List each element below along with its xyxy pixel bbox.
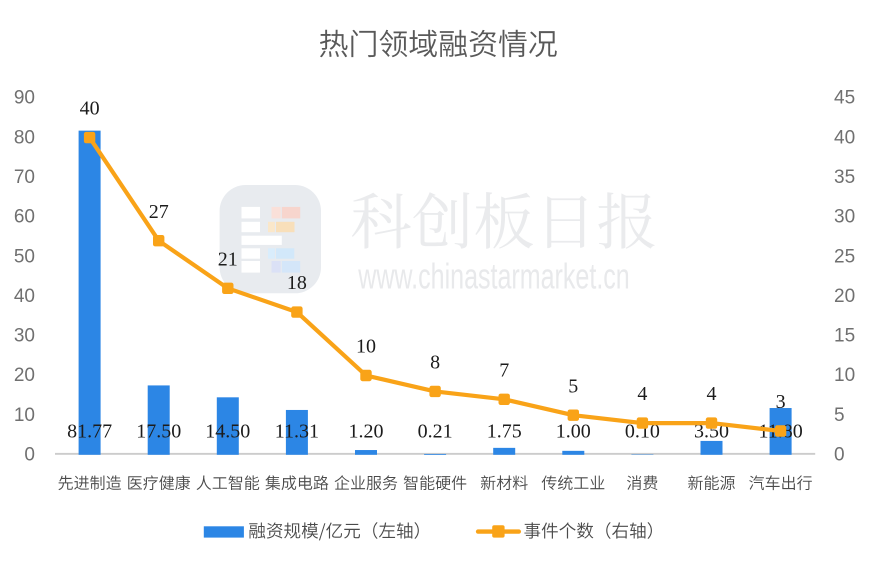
svg-text:1.00: 1.00 (556, 420, 591, 442)
svg-text:30: 30 (14, 326, 35, 347)
svg-text:10: 10 (356, 336, 376, 358)
svg-text:11.31: 11.31 (275, 420, 319, 442)
svg-text:7: 7 (499, 359, 509, 381)
svg-text:4: 4 (637, 383, 647, 405)
svg-text:50: 50 (14, 246, 35, 267)
svg-text:5: 5 (834, 405, 845, 426)
svg-text:27: 27 (149, 201, 169, 223)
svg-text:0.10: 0.10 (625, 420, 660, 442)
svg-text:70: 70 (14, 167, 35, 188)
svg-text:1.20: 1.20 (349, 420, 384, 442)
svg-text:5: 5 (568, 375, 578, 397)
svg-text:25: 25 (834, 246, 855, 267)
svg-text:4: 4 (707, 383, 717, 405)
svg-text:80: 80 (14, 127, 35, 148)
svg-text:40: 40 (14, 286, 35, 307)
svg-text:60: 60 (14, 207, 35, 228)
svg-text:8: 8 (430, 352, 440, 374)
svg-text:81.77: 81.77 (67, 420, 112, 442)
svg-text:0: 0 (834, 445, 845, 466)
svg-text:14.50: 14.50 (205, 420, 250, 442)
svg-text:0.21: 0.21 (418, 420, 453, 442)
svg-text:15: 15 (834, 326, 855, 347)
svg-text:18: 18 (287, 272, 307, 294)
svg-text:20: 20 (834, 286, 855, 307)
svg-text:90: 90 (14, 88, 35, 109)
svg-text:1.75: 1.75 (487, 420, 522, 442)
svg-text:35: 35 (834, 167, 855, 188)
svg-text:17.50: 17.50 (136, 420, 181, 442)
svg-text:45: 45 (834, 88, 855, 109)
svg-text:10: 10 (834, 365, 855, 386)
svg-text:21: 21 (218, 248, 238, 270)
svg-text:www.chinastarmarket.cn: www.chinastarmarket.cn (358, 256, 630, 297)
svg-text:3: 3 (776, 391, 786, 413)
svg-text:0: 0 (24, 445, 35, 466)
svg-text:40: 40 (80, 98, 100, 120)
svg-text:10: 10 (14, 405, 35, 426)
svg-text:30: 30 (834, 207, 855, 228)
svg-text:40: 40 (834, 127, 855, 148)
svg-text:20: 20 (14, 365, 35, 386)
